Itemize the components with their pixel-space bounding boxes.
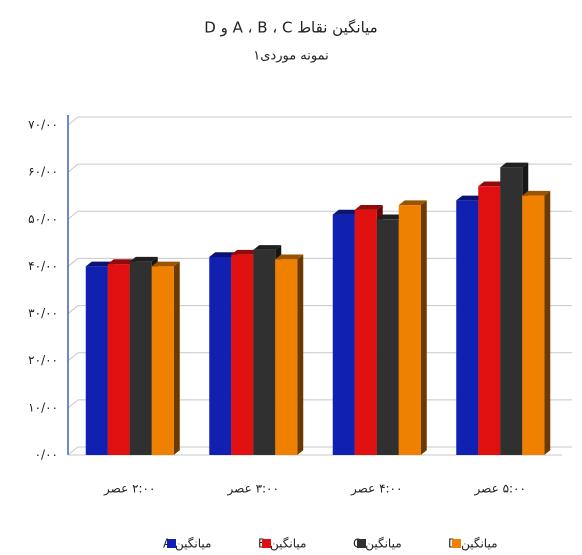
grid-line: [67, 116, 572, 126]
bar-side: [544, 190, 551, 455]
x-tick-label: ۵:۰۰ عصر: [474, 482, 526, 497]
bar-top: [85, 261, 114, 267]
bar-top: [129, 256, 158, 262]
bar-top: [253, 245, 282, 250]
bar-top: [275, 254, 304, 260]
y-tick-label: ۲۰/۰۰: [28, 353, 58, 367]
bar-top: [376, 214, 405, 220]
legend-swatch: [357, 539, 366, 548]
bar: [456, 200, 479, 455]
y-tick-label: ۱۰/۰۰: [28, 400, 58, 414]
bar-top: [332, 209, 361, 215]
bar: [253, 249, 276, 455]
y-tick-label: ۰/۰۰: [35, 448, 58, 462]
y-tick-label: ۶۰/۰۰: [28, 165, 58, 179]
bar: [209, 257, 232, 455]
bar-top: [522, 190, 551, 196]
grid-line: [67, 163, 572, 173]
bar: [500, 167, 523, 455]
x-tick-label: ۴:۰۰ عصر: [350, 482, 402, 497]
y-tick-label: ۳۰/۰۰: [28, 306, 58, 320]
bar: [85, 266, 108, 455]
bar-top: [231, 249, 260, 255]
bar-top: [151, 261, 180, 267]
bar: [376, 219, 399, 455]
bar-top: [107, 259, 136, 265]
bar: [275, 259, 298, 455]
bar: [332, 214, 355, 455]
legend-swatch: [167, 539, 176, 548]
bar: [151, 266, 174, 455]
bar: [398, 205, 421, 455]
bar: [231, 254, 254, 455]
bar-side: [297, 254, 304, 455]
chart-title: میانگین نقاط A ، B ، C و D: [204, 19, 377, 37]
legend-swatch: [452, 539, 461, 548]
bar-top: [354, 205, 383, 210]
bar-top: [398, 200, 427, 206]
y-tick-label: ۷۰/۰۰: [28, 118, 58, 132]
bar-top: [456, 195, 485, 201]
bar-top: [209, 252, 238, 257]
x-tick-label: ۲:۰۰ عصر: [103, 482, 155, 497]
y-tick-label: ۴۰/۰۰: [28, 259, 58, 273]
bar-side: [420, 200, 427, 455]
bar: [129, 261, 152, 455]
bar-top: [500, 162, 529, 168]
legend-swatch: [262, 539, 271, 548]
bar-top: [478, 181, 507, 187]
bar: [354, 209, 377, 455]
bar-side: [173, 261, 180, 455]
x-tick-label: ۳:۰۰ عصر: [227, 482, 279, 497]
chart-subtitle: نمونه موردی۱: [253, 49, 328, 64]
bar: [478, 186, 501, 456]
y-tick-label: ۵۰/۰۰: [28, 212, 58, 226]
bar: [522, 195, 545, 455]
bar: [107, 264, 130, 455]
